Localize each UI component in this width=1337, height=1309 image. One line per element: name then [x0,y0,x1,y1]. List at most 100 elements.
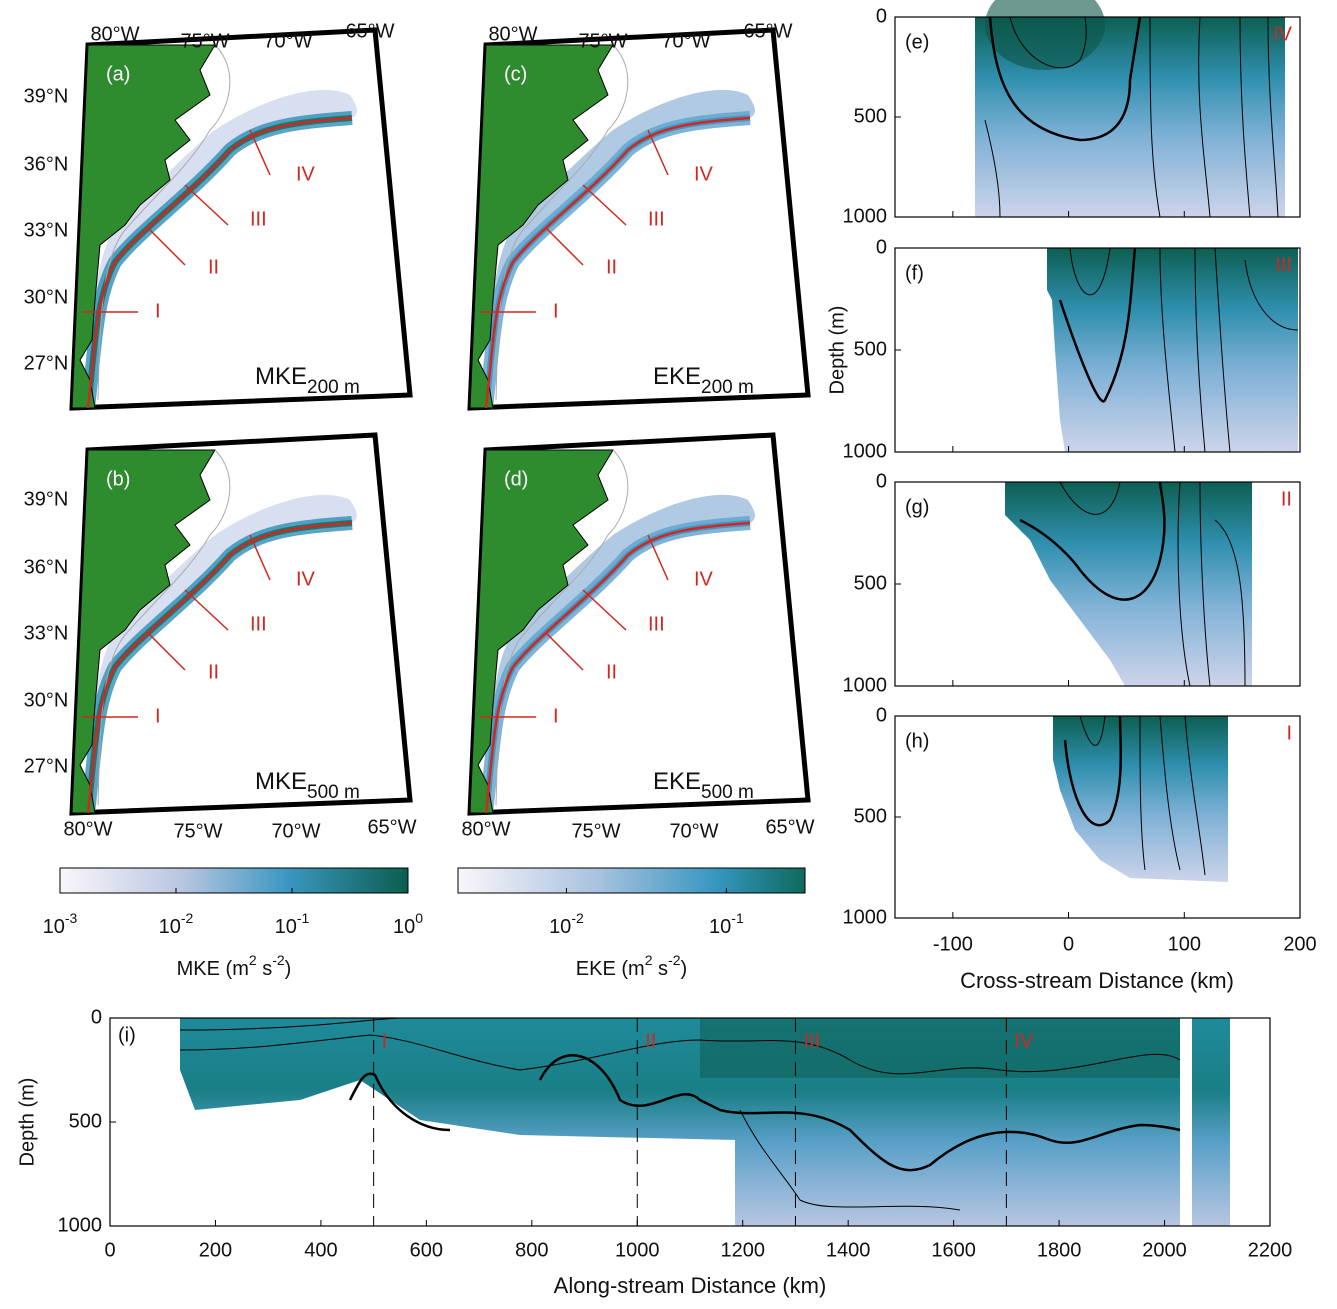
x-tick-label: 1600 [931,1239,976,1261]
colorbar-tick-label: 10-2 [159,910,194,939]
section-label: I [155,705,161,727]
lon-label: 70°W [271,820,320,842]
x-tick-label: 200 [1283,933,1316,955]
panel-label: (g) [905,496,929,518]
contour [984,16,1279,218]
text-part: 200 m [307,377,360,398]
text-part: -3 [65,910,78,926]
y-tick-label: 500 [69,1110,102,1132]
y-tick-label: 500 [854,338,887,360]
lat-label: 33°N [24,219,69,241]
text-part: -1 [297,910,310,926]
y-tick-label: 1000 [843,674,888,696]
text-part: -2 [272,952,285,968]
text-part: -2 [181,910,194,926]
panel-label: (d) [504,468,528,490]
colorbar [457,867,806,894]
y-tick-label: 0 [876,704,887,726]
panel-quantity: MKE200 m [255,363,360,398]
x-tick-label: 100 [1168,933,1201,955]
y-tick-label: 0 [876,236,887,258]
panel-quantity: EKE200 m [653,363,754,398]
text-part: 500 m [701,782,754,803]
section-line [147,632,186,671]
section-label: I [1286,722,1292,744]
lat-label: 36°N [24,153,69,175]
x-tick-label: 1800 [1037,1239,1082,1261]
isobath [495,44,629,401]
x-tick-label: 1400 [826,1239,871,1261]
gulf-stream-path [86,116,353,409]
lon-label: 70°W [263,30,312,52]
contour [1069,247,1299,453]
isobath [97,44,231,401]
colorbar-label: MKE (m2 s-2) [177,952,292,981]
lat-label: 27°N [24,352,69,374]
y-tick-label: 500 [854,572,887,594]
y-tick-label: 500 [854,105,887,127]
section-line [545,632,584,671]
text-part: EKE (m [576,958,645,980]
text-part: 10 [393,916,415,938]
gulf-stream-path [484,116,751,409]
x-tick-label: 0 [1063,933,1074,955]
lon-label: 80°W [90,23,139,45]
x-tick-label: 800 [515,1239,548,1261]
section-label: IV [296,568,316,590]
text-part: EKE [653,363,701,390]
x-tick-label: 200 [199,1239,232,1261]
panel-label: (f) [905,262,924,284]
lat-label: 39°N [24,488,69,510]
text-part: 500 m [307,782,360,803]
core [700,1018,1180,1078]
lat-label: 30°N [24,689,69,711]
section-label: III [250,208,267,230]
y-tick-label: 1000 [58,1214,103,1236]
section-label: I [382,1030,388,1052]
text-part: MKE (m [177,958,249,980]
lat-label: 33°N [24,622,69,644]
x-axis-label: Along-stream Distance (km) [554,1273,827,1298]
panel-label: (e) [905,31,929,53]
lon-label: 70°W [669,820,718,842]
section-line [647,534,669,581]
colorbar-tick-label: 10-1 [709,910,744,939]
x-tick-label: 0 [104,1239,115,1261]
colorbar-tick-label: 100 [393,910,423,939]
section-label: III [648,208,665,230]
contour [739,1109,961,1211]
colorbar-label: EKE (m2 s-2) [576,952,687,981]
section-label: IV [694,163,714,185]
lat-label: 39°N [24,85,69,107]
contour [348,1054,1181,1172]
colorbar [59,867,409,894]
y-tick-label: 1000 [843,205,888,227]
text-part: 10 [275,916,297,938]
text-part: 10 [709,916,731,938]
section-line [147,227,186,266]
text-part: MKE [255,363,307,390]
panel-label: (b) [106,468,130,490]
section-label: IV [296,163,316,185]
lon-label: 75°W [180,30,229,52]
panel-quantity: MKE500 m [255,768,360,803]
section-line [184,184,229,226]
colorbar-tick-label: 10-3 [43,910,78,939]
text-part: 10 [43,916,65,938]
section-label: I [155,300,161,322]
section-label: II [208,256,219,278]
contour [1059,481,1246,687]
lon-label: 65°W [345,20,394,42]
section-label: I [553,705,559,727]
text-part: 2 [645,952,653,968]
contour [988,16,1142,142]
text-part: 200 m [701,377,754,398]
y-axis-label: Depth (m) [826,306,848,395]
field-i [1192,1018,1230,1226]
lon-label: 75°W [571,820,620,842]
lon-label: 80°W [63,818,112,840]
text-part: MKE [255,768,307,795]
